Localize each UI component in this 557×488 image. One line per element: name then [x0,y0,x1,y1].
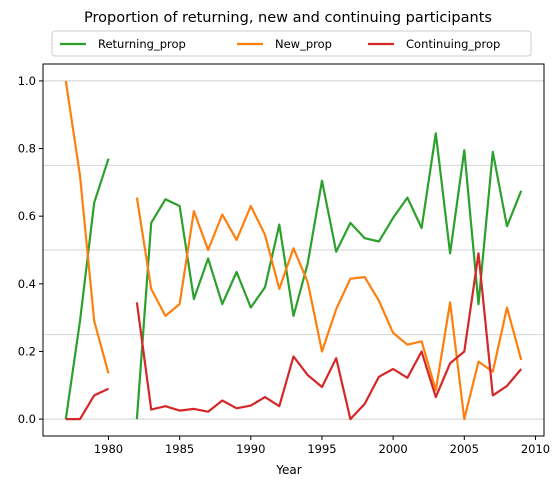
plot-frame [42,63,545,437]
x-tick-label: 1985 [165,442,194,456]
y-tick-label: 1.0 [18,74,36,88]
x-tick-label: 2000 [378,442,407,456]
series-line-segment [64,80,110,374]
series-new-prop [64,80,523,421]
legend-box [51,30,532,57]
y-tick-label: 0.2 [18,344,36,358]
series-returning-prop [64,132,523,420]
legend-label: Returning_prop [98,37,186,51]
x-tick-label: 2005 [450,442,479,456]
y-tick-label: 0.0 [18,412,36,426]
series-line-segment [135,132,523,420]
legend-label: Continuing_prop [406,37,500,51]
chart-legend: Returning_prop New_prop Continuing_prop [51,30,532,57]
y-tick-label: 0.8 [18,142,36,156]
x-tick-label: 1990 [236,442,265,456]
x-tick-label: 1980 [94,442,123,456]
x-tick-label: 2010 [521,442,550,456]
series-line-segment [135,252,523,421]
y-tick-label: 0.4 [18,277,36,291]
y-tick-label: 0.6 [18,209,36,223]
series-line-segment [135,197,523,421]
series-continuing-prop [65,252,523,421]
series-line-segment [64,158,110,420]
x-axis-ticks: 1980 1985 1990 1995 2000 2005 2010 [94,436,550,456]
chart-title: Proportion of returning, new and continu… [84,10,492,26]
x-tick-label: 1995 [307,442,336,456]
y-axis-ticks: 0.0 0.2 0.4 0.6 0.8 1.0 [18,74,43,426]
legend-label: New_prop [275,37,332,51]
series-line-segment [65,387,109,421]
x-axis-label: Year [275,463,301,477]
series-lines [64,80,523,421]
